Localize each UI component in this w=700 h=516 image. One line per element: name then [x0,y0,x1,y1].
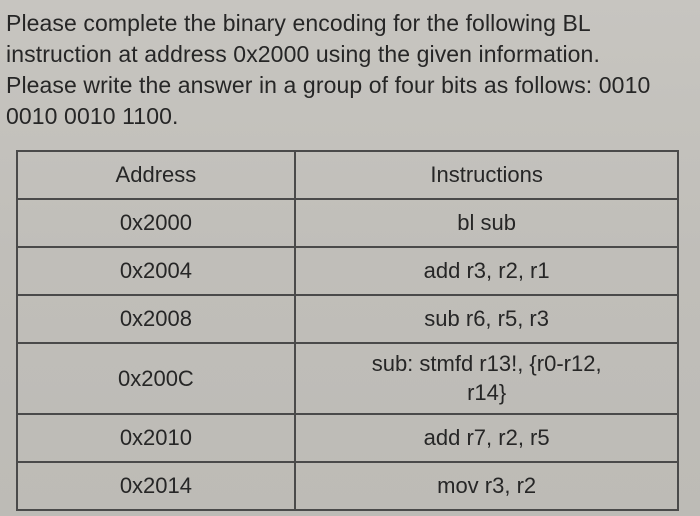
cell-address: 0x2000 [17,199,295,247]
cell-instruction: sub r6, r5, r3 [295,295,679,343]
header-address: Address [17,151,295,199]
instruction-line-1: sub: stmfd r13!, {r0-r12, [372,351,602,376]
cell-address: 0x200C [17,343,295,414]
prompt-line-1: Please complete the binary encoding for … [6,10,591,36]
cell-instruction: add r7, r2, r5 [295,414,679,462]
table-row: 0x200C sub: stmfd r13!, {r0-r12, r14} [17,343,678,414]
header-instructions: Instructions [295,151,679,199]
prompt-line-2: instruction at address 0x2000 using the … [6,41,600,67]
cell-address: 0x2014 [17,462,295,510]
table-row: 0x2008 sub r6, r5, r3 [17,295,678,343]
prompt-line-3: Please write the answer in a group of fo… [6,72,650,98]
instruction-line-2: r14} [467,380,506,405]
cell-instruction: add r3, r2, r1 [295,247,679,295]
cell-address: 0x2004 [17,247,295,295]
cell-address: 0x2008 [17,295,295,343]
cell-instruction: mov r3, r2 [295,462,679,510]
cell-address: 0x2010 [17,414,295,462]
table-row: 0x2014 mov r3, r2 [17,462,678,510]
instruction-table: Address Instructions 0x2000 bl sub 0x200… [16,150,679,511]
table-header-row: Address Instructions [17,151,678,199]
table-row: 0x2000 bl sub [17,199,678,247]
table-row: 0x2004 add r3, r2, r1 [17,247,678,295]
question-prompt: Please complete the binary encoding for … [6,8,690,132]
worksheet-page: Please complete the binary encoding for … [0,0,700,516]
table-row: 0x2010 add r7, r2, r5 [17,414,678,462]
cell-instruction-multiline: sub: stmfd r13!, {r0-r12, r14} [295,343,679,414]
cell-instruction: bl sub [295,199,679,247]
prompt-line-4: 0010 0010 1100. [6,103,178,129]
